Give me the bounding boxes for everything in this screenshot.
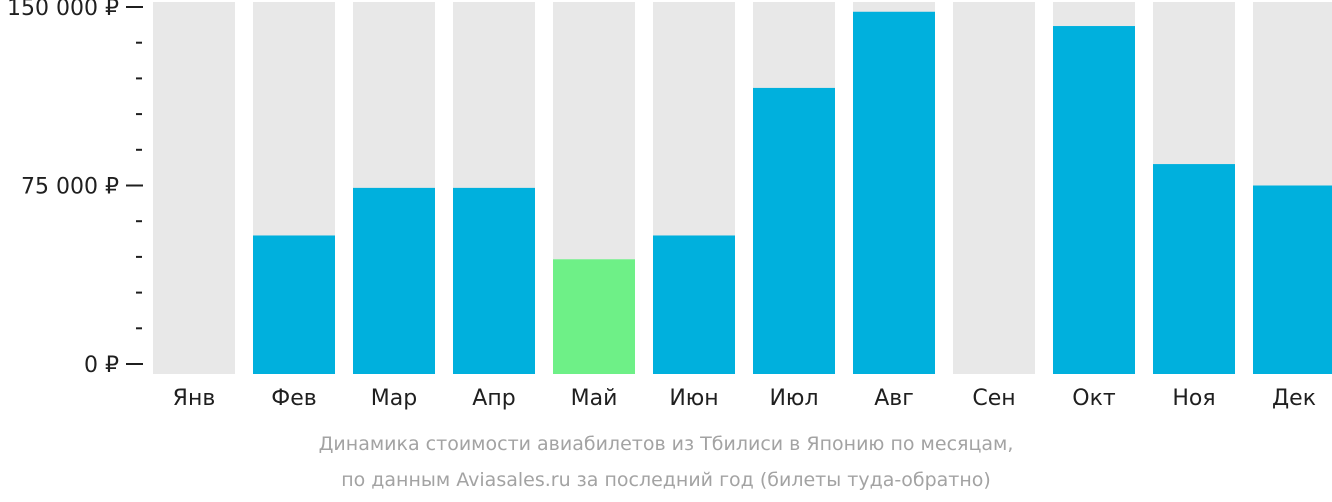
x-tick-label: Авг (874, 386, 914, 411)
bar-11[interactable] (1153, 164, 1235, 374)
x-tick-label: Янв (173, 386, 216, 411)
chart-caption-line-2: по данным Aviasales.ru за последний год … (341, 469, 991, 491)
x-tick-label: Июн (669, 386, 718, 411)
x-axis-labels: Янв Фев Мар Апр Май Июн Июл Авг Сен Окт Ноя Дек (173, 386, 1316, 411)
x-tick-label: Июл (769, 386, 818, 411)
bar-12[interactable] (1253, 185, 1332, 375)
y-tick-label: 150 000 ₽ (7, 0, 119, 21)
x-tick-label: Окт (1072, 386, 1116, 411)
chart-caption-line-1: Динамика стоимости авиабилетов из Тбилис… (318, 433, 1014, 455)
bar-8[interactable] (853, 11, 935, 374)
bar-track (953, 2, 1035, 374)
x-tick-label: Фев (271, 386, 316, 411)
x-tick-label: Май (571, 386, 618, 411)
x-tick-label: Ноя (1172, 386, 1215, 411)
x-tick-label: Дек (1272, 386, 1316, 411)
bars (153, 2, 1332, 375)
x-tick-label: Сен (972, 386, 1015, 411)
bar-4[interactable] (453, 187, 535, 374)
bar-track (153, 2, 235, 374)
x-tick-label: Мар (371, 386, 417, 411)
y-tick-label: 0 ₽ (84, 353, 119, 378)
bar-7[interactable] (753, 87, 835, 375)
bar-3[interactable] (353, 187, 435, 374)
y-tick-label: 75 000 ₽ (21, 175, 119, 200)
bar-6[interactable] (653, 235, 735, 374)
bar-2[interactable] (253, 235, 335, 374)
x-tick-label: Апр (472, 386, 515, 411)
bar-5[interactable] (553, 259, 635, 374)
y-axis: 0 ₽ 75 000 ₽ 150 000 ₽ (7, 0, 143, 378)
bar-10[interactable] (1053, 26, 1135, 374)
